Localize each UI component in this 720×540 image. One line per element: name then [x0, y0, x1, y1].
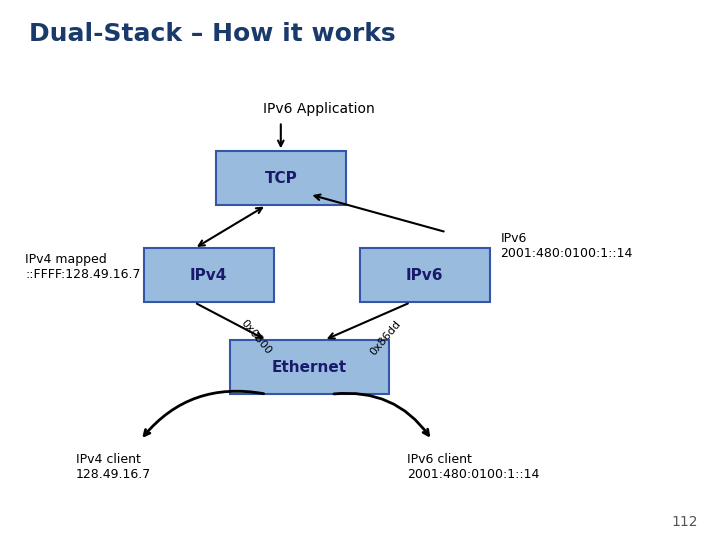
FancyBboxPatch shape — [360, 248, 490, 302]
FancyBboxPatch shape — [230, 340, 389, 394]
FancyBboxPatch shape — [144, 248, 274, 302]
Text: IPv6
2001:480:0100:1::14: IPv6 2001:480:0100:1::14 — [500, 232, 633, 260]
Text: IPv4 client
128.49.16.7: IPv4 client 128.49.16.7 — [76, 453, 151, 481]
Text: 112: 112 — [672, 515, 698, 529]
Text: IPv6 Application: IPv6 Application — [263, 102, 374, 116]
Text: IPv4: IPv4 — [190, 268, 228, 283]
Text: Ethernet: Ethernet — [272, 360, 347, 375]
Text: 0x86dd: 0x86dd — [368, 318, 402, 357]
FancyBboxPatch shape — [216, 151, 346, 205]
Text: IPv6 client
2001:480:0100:1::14: IPv6 client 2001:480:0100:1::14 — [407, 453, 539, 481]
Text: TCP: TCP — [264, 171, 297, 186]
Text: IPv6: IPv6 — [406, 268, 444, 283]
Text: Dual-Stack – How it works: Dual-Stack – How it works — [29, 22, 395, 45]
Text: 0x0800: 0x0800 — [238, 318, 273, 357]
Text: IPv4 mapped
::FFFF:128.49.16.7: IPv4 mapped ::FFFF:128.49.16.7 — [25, 253, 140, 281]
